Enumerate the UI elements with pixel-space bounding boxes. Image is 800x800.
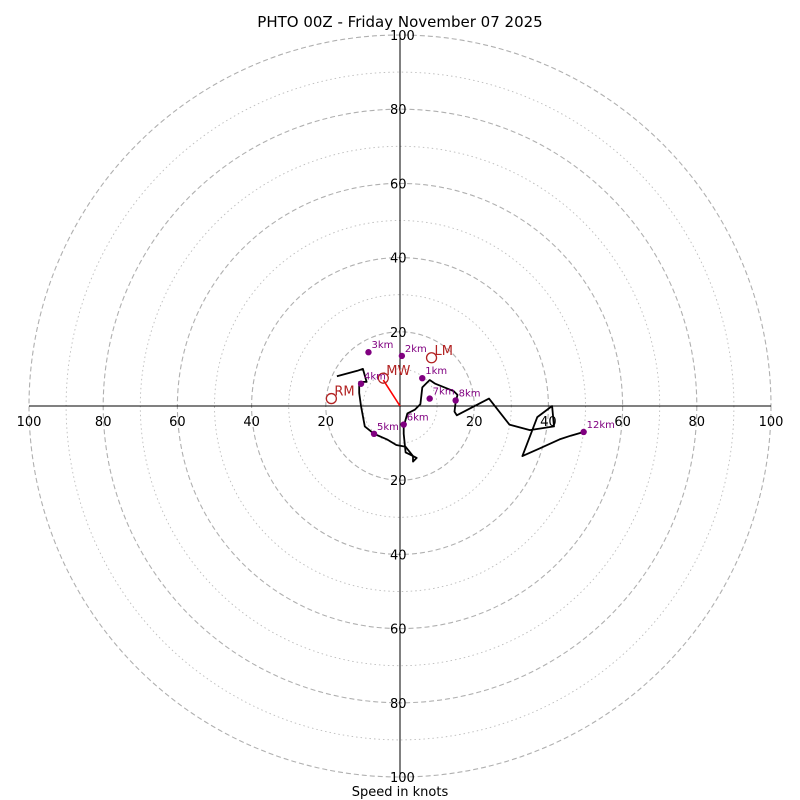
height-label-5km: 5km bbox=[377, 422, 399, 433]
y-tick-label: 80 bbox=[390, 697, 407, 712]
height-label-12km: 12km bbox=[587, 420, 615, 431]
x-tick-label: 100 bbox=[17, 415, 42, 430]
y-tick-label: 80 bbox=[390, 103, 407, 118]
x-tick-label: 20 bbox=[318, 415, 335, 430]
x-tick-label: 100 bbox=[759, 415, 784, 430]
right-mover-label: RM bbox=[334, 385, 354, 400]
height-markers: 1km 2km 3km 4km 5km 6km 7km 8km 12km bbox=[357, 340, 615, 438]
height-marker-5km bbox=[370, 430, 378, 438]
height-label-8km: 8km bbox=[459, 388, 481, 399]
x-tick-label: 60 bbox=[614, 415, 631, 430]
x-tick-label: 20 bbox=[466, 415, 483, 430]
y-tick-label: 60 bbox=[390, 177, 407, 192]
height-marker-3km bbox=[365, 349, 372, 356]
height-marker-2km bbox=[398, 352, 406, 360]
height-label-3km: 3km bbox=[371, 340, 393, 351]
height-marker-8km bbox=[452, 397, 459, 404]
wind-profile-line bbox=[336, 367, 584, 463]
height-label-4km: 4km bbox=[364, 372, 386, 383]
x-tick-label: 40 bbox=[243, 415, 260, 430]
mean-wind-label: MW bbox=[386, 364, 410, 379]
height-marker-7km bbox=[426, 395, 433, 402]
mean-wind-marker bbox=[377, 372, 389, 384]
wind-profile bbox=[336, 367, 584, 463]
left-mover-label: LM bbox=[435, 344, 453, 359]
y-tick-label: 40 bbox=[390, 252, 407, 267]
y-tick-label: 60 bbox=[390, 623, 407, 638]
height-marker-4km bbox=[357, 380, 365, 387]
left-mover-marker bbox=[425, 352, 438, 364]
height-label-6km: 6km bbox=[407, 413, 429, 424]
height-marker-6km bbox=[400, 421, 407, 428]
y-tick-label: 20 bbox=[390, 474, 407, 489]
storm-motion-vector bbox=[382, 379, 401, 407]
height-marker-12km bbox=[580, 428, 587, 436]
chart-title: PHTO 00Z - Friday November 07 2025 bbox=[257, 13, 542, 31]
y-tick-label: 100 bbox=[390, 29, 415, 44]
height-label-1km: 1km bbox=[425, 366, 447, 377]
height-label-2km: 2km bbox=[405, 344, 427, 355]
y-tick-label: 20 bbox=[390, 326, 407, 341]
height-marker-1km bbox=[419, 374, 426, 382]
x-axis-label: Speed in knots bbox=[352, 785, 449, 800]
tick-labels: 100 80 60 40 20 20 40 60 80 100100806040202040608… bbox=[17, 29, 784, 786]
height-label-7km: 7km bbox=[433, 387, 455, 398]
storm-motion: RM LM MW bbox=[325, 344, 453, 407]
x-tick-label: 80 bbox=[95, 415, 112, 430]
x-tick-label: 80 bbox=[689, 415, 706, 430]
x-tick-label: 60 bbox=[169, 415, 186, 430]
right-mover-marker bbox=[325, 392, 338, 405]
y-tick-label: 40 bbox=[390, 548, 407, 563]
y-tick-label: 100 bbox=[390, 771, 415, 786]
